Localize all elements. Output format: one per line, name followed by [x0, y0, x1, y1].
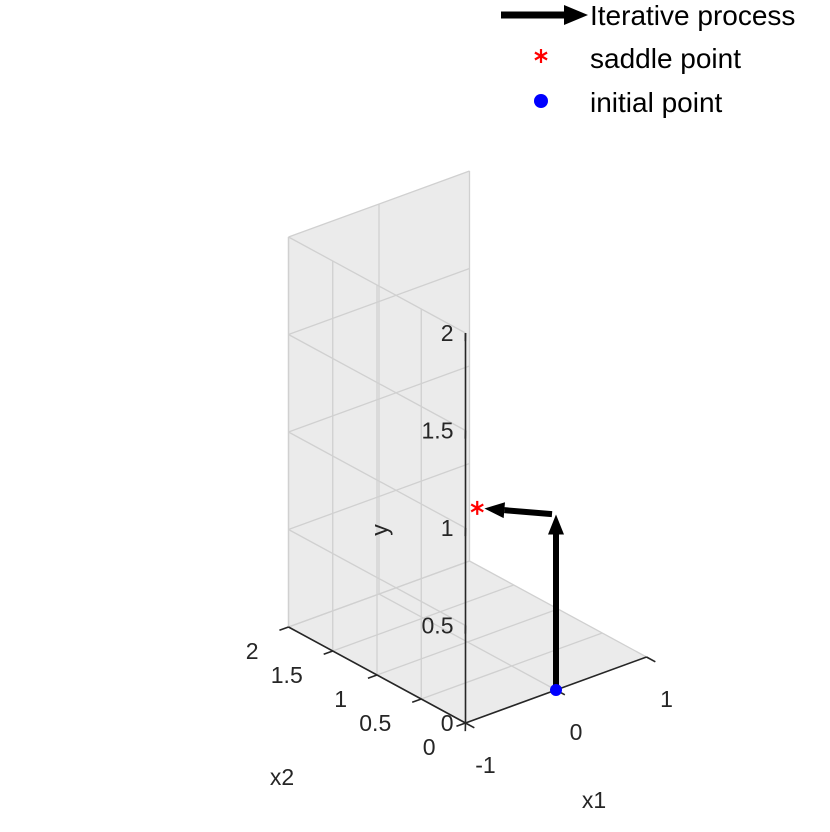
x2-tick-label: 1.5 [271, 662, 303, 688]
tick-labels: -1 0 1 0 0.5 1 1.5 2 0 0.5 1 1.5 2 [246, 320, 673, 778]
left-wall-grid-line [288, 333, 466, 432]
axis-labels: x1 x2 y [270, 524, 606, 813]
y-tick-label: 0 [441, 710, 454, 736]
x1-tick-label: 0 [570, 719, 583, 745]
y-tick-label: 0.5 [422, 613, 454, 639]
legend-label-saddle-point: saddle point [590, 43, 741, 74]
x1-tick-mark [646, 656, 656, 663]
y-tick-label: 2 [441, 320, 454, 346]
x2-axis-label: x2 [270, 764, 294, 790]
x2-tick-mark [323, 650, 334, 656]
legend-entry-iterative-process: Iterative process [501, 0, 795, 31]
legend: Iterative process saddle point initial p… [501, 0, 795, 118]
y-tick-label: 1 [441, 515, 454, 541]
y-tick-label: 1.5 [422, 418, 454, 444]
right-wall-grid-line [288, 170, 470, 238]
x2-tick-mark [456, 722, 466, 728]
right-wall-grid-line [288, 560, 470, 628]
data-series [470, 500, 564, 696]
legend-label-iterative-process: Iterative process [590, 0, 795, 31]
axes-panes [288, 171, 647, 723]
saddle-point-marker [470, 500, 484, 515]
y-axis-label: y [367, 524, 393, 536]
right-wall-grid-line [288, 365, 470, 433]
iterative-process-arrow-1-head [548, 514, 564, 535]
legend-asterisk-glyph [534, 49, 548, 63]
legend-entry-initial-point: initial point [534, 87, 723, 118]
x2-tick-mark [279, 626, 289, 632]
legend-arrow-head [564, 5, 588, 25]
x2-tick-mark [411, 698, 422, 704]
right-wall-grid-line [288, 267, 470, 336]
floor-grid-line [376, 608, 559, 676]
x2-tick-label: 2 [246, 638, 259, 664]
iterative-process-arrow-2-head [484, 502, 505, 519]
x1-axis-label: x1 [582, 787, 606, 813]
legend-entry-saddle-point: saddle point [534, 43, 741, 74]
left-wall-grid-line [288, 236, 466, 334]
x2-tick-label: 0.5 [359, 710, 391, 736]
x1-tick-label: -1 [475, 752, 495, 778]
iterative-process-arrow-2-shaft [504, 507, 553, 518]
floor-grid-line [332, 584, 514, 652]
legend-circle-marker [534, 94, 548, 108]
x2-tick-label: 1 [334, 686, 347, 712]
x1-tick-label: 1 [660, 686, 673, 712]
left-wall-grid-line [288, 431, 466, 529]
x1-tick-mark [465, 722, 475, 729]
legend-label-initial-point: initial point [590, 87, 723, 118]
right-wall-grid-line [288, 462, 470, 531]
x2-tick-label: 0 [423, 734, 436, 760]
x2-tick-mark [367, 674, 378, 680]
initial-point-marker [550, 684, 562, 696]
left-wall-grid-line [288, 528, 466, 627]
floor-grid-line [421, 632, 603, 700]
legend-asterisk-marker [534, 49, 548, 63]
